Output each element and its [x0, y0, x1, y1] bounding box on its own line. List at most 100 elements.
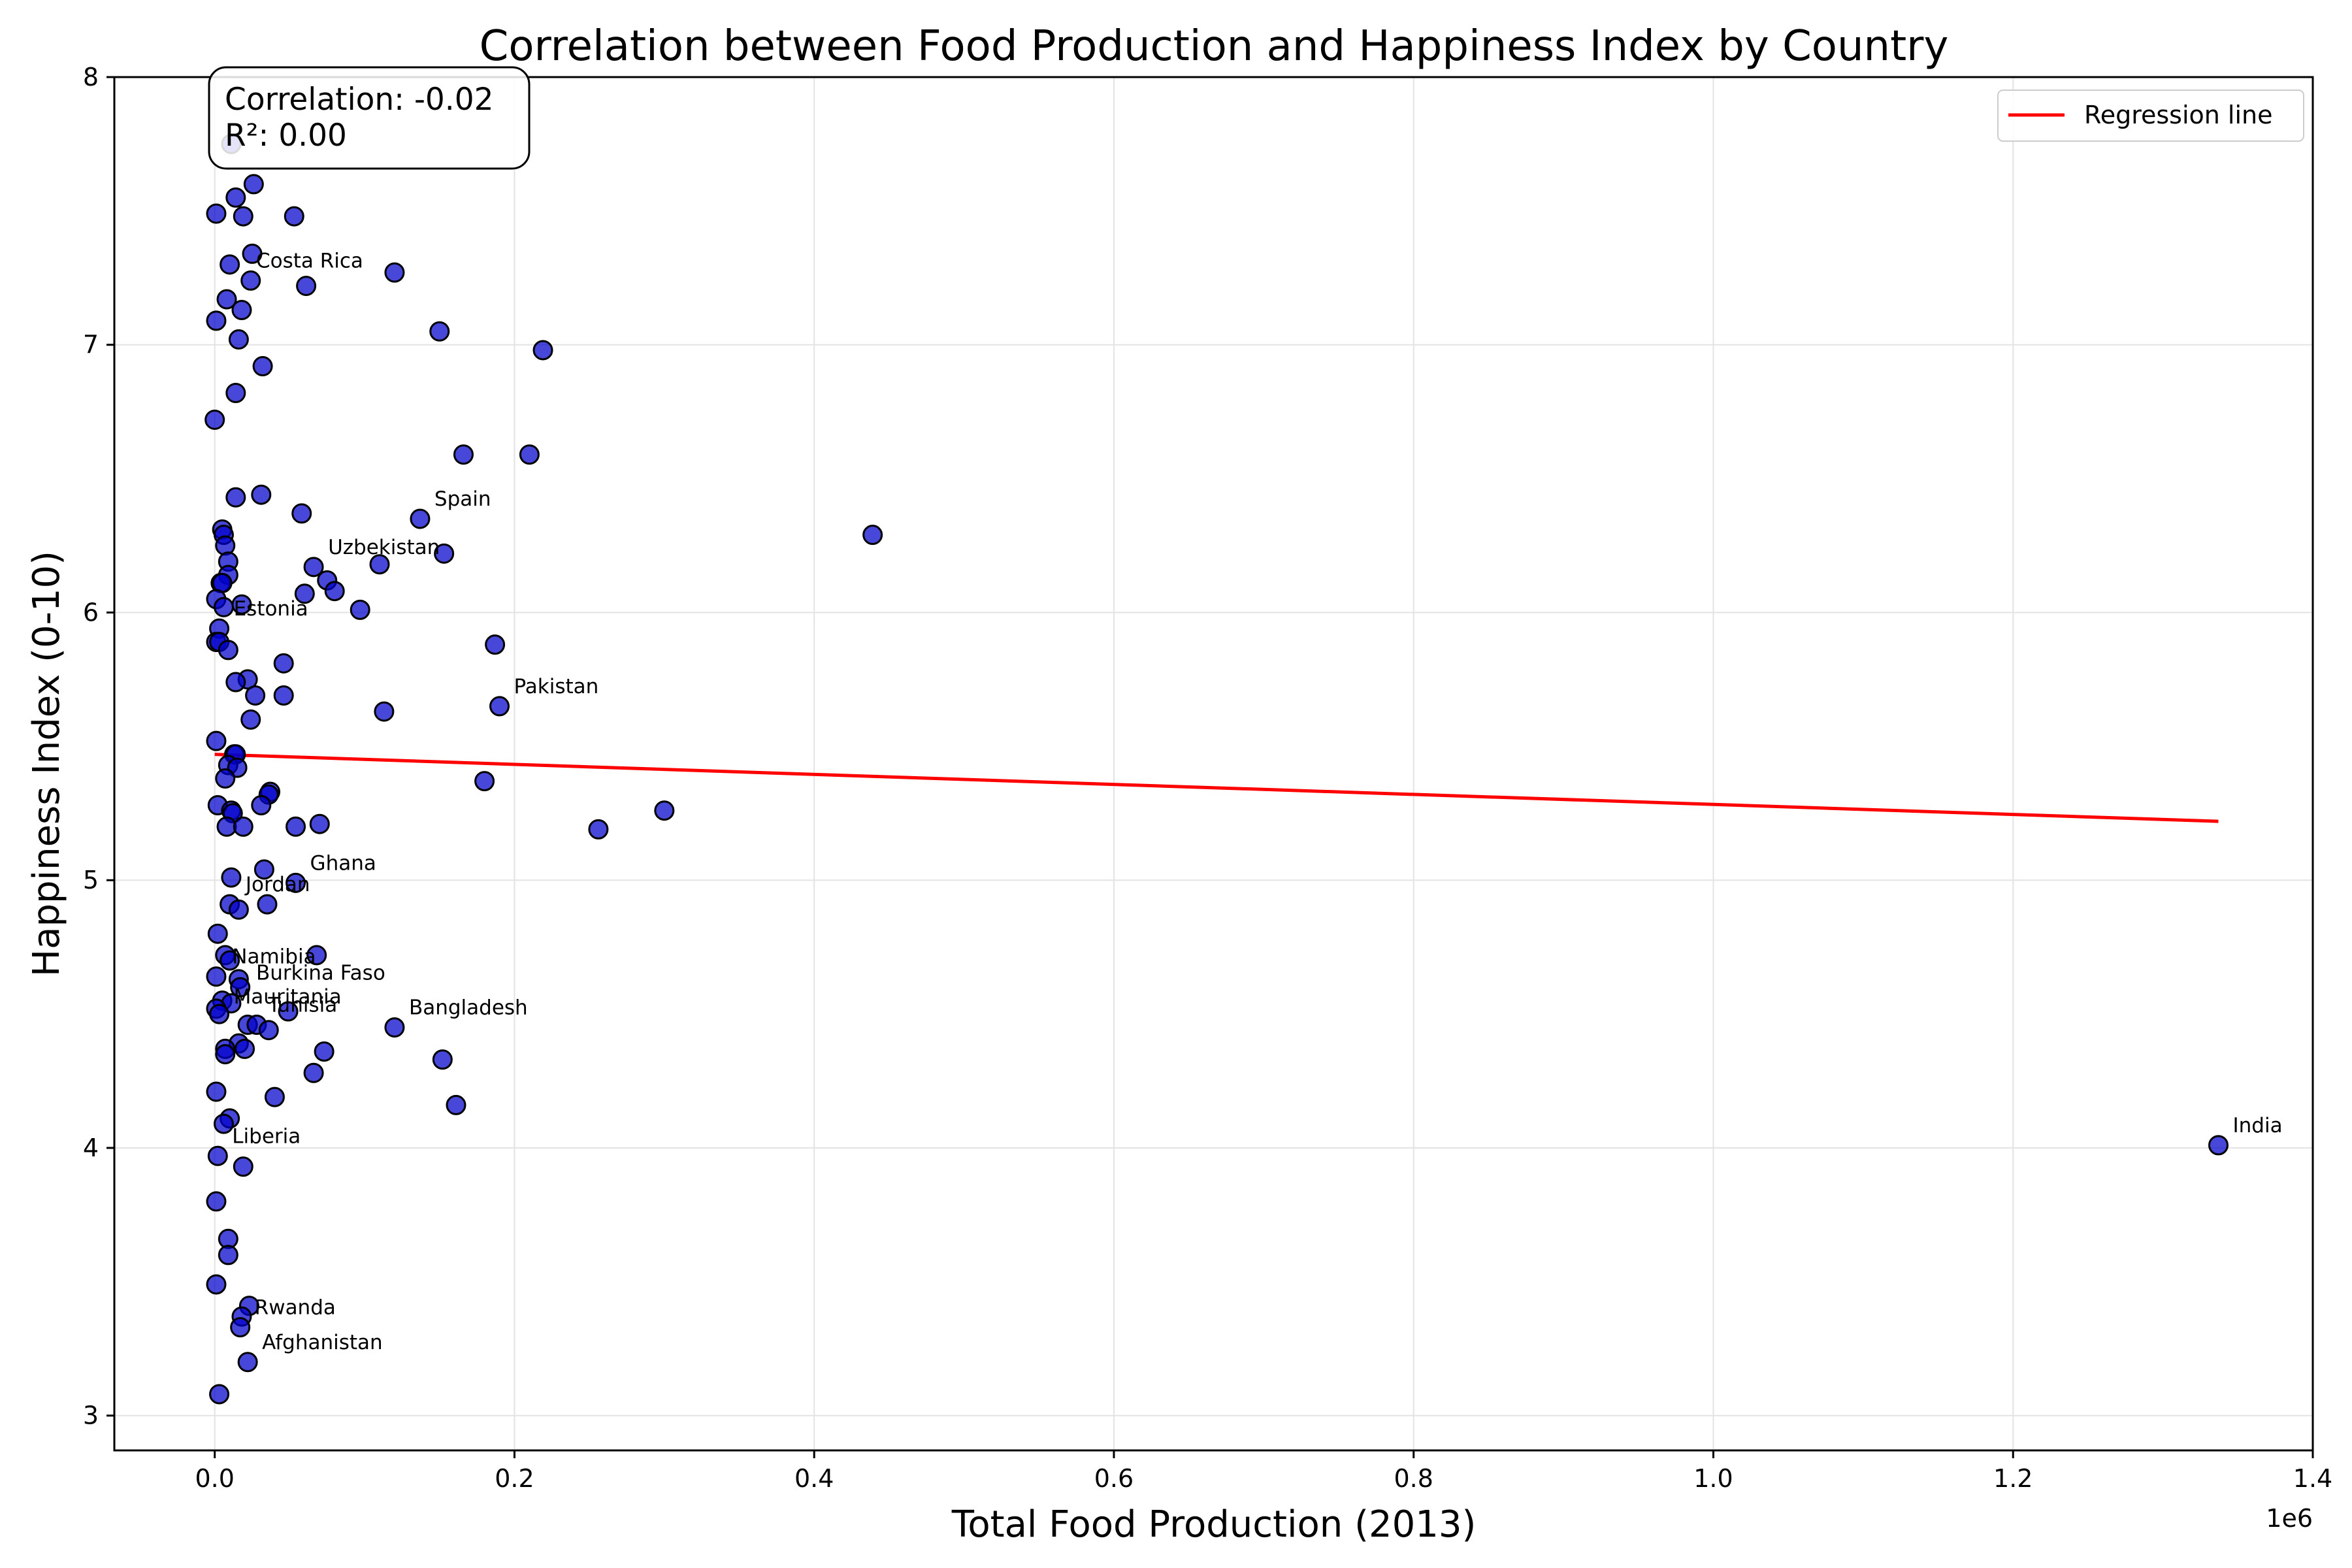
data-point	[233, 816, 253, 837]
data-point	[235, 1038, 255, 1059]
data-point	[216, 289, 237, 310]
data-point	[384, 262, 405, 283]
data-point	[303, 557, 324, 578]
x-tick-label: 1.0	[1693, 1464, 1733, 1493]
x-tick-label: 0.6	[1094, 1464, 1134, 1493]
data-point	[446, 1094, 466, 1115]
plot-frame	[113, 76, 2314, 1452]
data-point	[474, 771, 495, 792]
x-tick-label: 0.2	[495, 1464, 534, 1493]
data-point	[240, 270, 261, 291]
data-point	[220, 254, 240, 275]
data-point	[273, 653, 294, 674]
data-point	[243, 174, 264, 195]
point-annotation: Ghana	[310, 851, 376, 875]
data-point	[209, 1004, 230, 1024]
stats-correlation: Correlation: -0.02	[225, 82, 494, 118]
data-point	[218, 640, 238, 661]
data-point	[303, 1062, 324, 1083]
point-annotation: Mauritania	[234, 985, 342, 1009]
data-point	[374, 701, 395, 722]
y-tick-label: 8	[83, 63, 99, 91]
data-point	[588, 819, 609, 840]
point-annotation: Liberia	[232, 1124, 301, 1148]
data-point	[225, 672, 246, 693]
legend: Regression line	[1997, 90, 2304, 142]
data-point	[257, 894, 278, 915]
point-annotation: Estonia	[234, 597, 308, 621]
data-point	[228, 899, 249, 920]
data-point	[2208, 1135, 2229, 1156]
data-point	[221, 867, 242, 888]
point-annotation: Spain	[434, 487, 491, 511]
data-point	[432, 1049, 453, 1070]
point-annotation: Costa Rica	[256, 249, 363, 272]
data-point	[306, 945, 327, 966]
point-annotation: Bangladesh	[409, 996, 528, 1020]
data-point	[240, 709, 261, 730]
data-point	[291, 503, 312, 524]
data-point	[273, 685, 294, 706]
y-axis-ticks: 3 4 5 6 7 8	[83, 63, 114, 1430]
data-point	[230, 1317, 251, 1338]
stats-box-frame	[208, 66, 531, 170]
data-point	[206, 1274, 227, 1295]
data-point	[314, 1041, 335, 1062]
y-axis-label: Happiness Index (0-10)	[25, 551, 68, 977]
data-point	[206, 1081, 227, 1102]
y-tick-label: 5	[83, 866, 99, 894]
x-axis-ticks: 0.0 0.2 0.4 0.6 0.8 1.0 1.2 1.4	[195, 1450, 2332, 1493]
data-point	[324, 581, 345, 602]
data-point	[429, 321, 450, 342]
regression-line	[214, 753, 2219, 823]
data-point	[206, 966, 227, 987]
legend-regression-label: Regression line	[2084, 101, 2273, 129]
data-point	[284, 206, 304, 227]
data-points	[204, 133, 2229, 1405]
data-point	[206, 203, 227, 224]
y-tick-label: 4	[83, 1134, 99, 1162]
point-annotation: Rwanda	[255, 1296, 336, 1320]
point-annotation: Jordan	[244, 873, 310, 896]
y-tick-label: 3	[83, 1401, 99, 1430]
data-point	[294, 583, 315, 604]
legend-frame	[1997, 90, 2304, 142]
point-annotation: Pakistan	[514, 675, 599, 698]
data-point	[252, 356, 273, 377]
data-point	[350, 599, 370, 620]
data-point	[485, 634, 506, 655]
data-point	[532, 340, 553, 361]
grid	[114, 76, 2313, 1450]
data-point	[237, 1352, 258, 1373]
point-annotation: Burkina Faso	[256, 961, 385, 985]
data-point	[258, 1020, 279, 1041]
data-point	[213, 596, 234, 617]
data-point	[278, 1001, 299, 1022]
data-point	[209, 1384, 230, 1405]
data-point	[369, 554, 390, 575]
data-point	[204, 409, 225, 430]
data-point	[251, 795, 272, 816]
data-point	[434, 543, 455, 564]
data-point	[286, 816, 306, 837]
point-annotation: Uzbekistan	[328, 536, 440, 559]
data-point	[384, 1017, 405, 1038]
x-tick-label: 1.2	[1993, 1464, 2033, 1493]
data-point	[489, 696, 510, 717]
data-point	[218, 1245, 238, 1266]
data-point	[286, 872, 306, 893]
stats-box: Correlation: -0.02 R²: 0.00	[208, 66, 531, 170]
y-tick-label: 7	[83, 331, 99, 359]
y-tick-label: 6	[83, 598, 99, 627]
data-point	[233, 1156, 253, 1177]
x-axis-label: Total Food Production (2013)	[951, 1503, 1477, 1546]
data-point	[228, 329, 249, 350]
data-point	[215, 1044, 236, 1065]
point-annotation: Afghanistan	[262, 1331, 383, 1354]
data-point	[519, 444, 540, 465]
data-point	[207, 923, 228, 944]
stats-r2: R²: 0.00	[225, 118, 347, 154]
data-point	[242, 243, 263, 264]
data-point	[253, 859, 274, 880]
